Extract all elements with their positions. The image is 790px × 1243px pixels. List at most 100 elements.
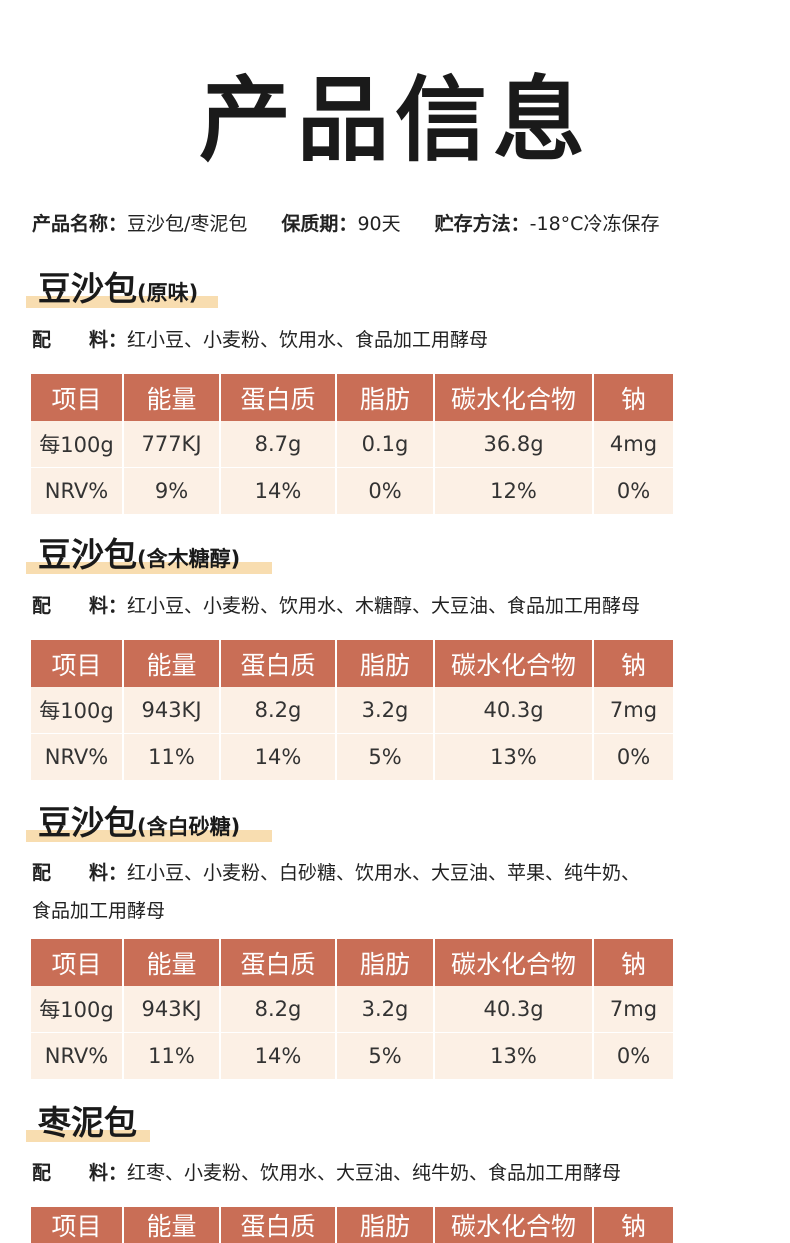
table-cell: NRV% [31, 1032, 124, 1079]
ingredients-sugar: 配料：红小豆、小麦粉、白砂糖、饮用水、大豆油、苹果、纯牛奶、 食品加工用酵母 [32, 854, 752, 930]
ingredients-label: 配料： [32, 1162, 128, 1184]
table-row: NRV% 9% 14% 0% 12% 0% [31, 467, 673, 514]
table-cell: 7mg [593, 986, 673, 1033]
product-info-row: 产品名称：豆沙包/枣泥包 保质期：90天 贮存方法：-18°C冷冻保存 [32, 208, 659, 240]
table-row: NRV% 11% 14% 5% 13% 0% [31, 1032, 673, 1079]
ingredients-text: 红枣、小麦粉、饮用水、大豆油、纯牛奶、食品加工用酵母 [127, 1162, 622, 1184]
storage-value: -18°C冷冻保存 [529, 213, 660, 235]
table-cell: 5% [336, 1032, 435, 1079]
table-cell: 777KJ [123, 421, 221, 468]
ingredients-text-line2: 食品加工用酵母 [32, 900, 166, 922]
page-title: 产品信息 [198, 67, 591, 174]
table-cell: 5% [336, 733, 435, 780]
header-carbs: 碳水化合物 [434, 374, 594, 421]
header-sodium: 钠 [593, 640, 673, 687]
ingredients-text: 红小豆、小麦粉、饮用水、食品加工用酵母 [127, 329, 489, 351]
header-energy: 能量 [123, 640, 221, 687]
nutrition-table-jujube: 项目 能量 蛋白质 脂肪 碳水化合物 钠 [31, 1207, 673, 1243]
header-carbs: 碳水化合物 [434, 939, 594, 986]
header-energy: 能量 [123, 1207, 221, 1243]
table-cell: 40.3g [434, 687, 594, 734]
table-row: 每100g 777KJ 8.7g 0.1g 36.8g 4mg [31, 421, 673, 468]
section-heading-xylitol: 豆沙包(含木糖醇) [26, 528, 272, 576]
table-cell: 0.1g [336, 421, 435, 468]
table-cell: 每100g [31, 421, 124, 468]
section-name: 豆沙包 [38, 803, 137, 842]
table-cell: 14% [220, 1032, 337, 1079]
section-name: 枣泥包 [38, 1103, 137, 1142]
table-cell: 13% [434, 1032, 594, 1079]
header-protein: 蛋白质 [220, 1207, 337, 1243]
header-sodium: 钠 [593, 1207, 673, 1243]
table-cell: 0% [593, 467, 673, 514]
shelf-life-value: 90天 [357, 213, 401, 235]
table-cell: 14% [220, 733, 337, 780]
table-header-row: 项目 能量 蛋白质 脂肪 碳水化合物 钠 [31, 374, 673, 421]
header-item: 项目 [31, 1207, 124, 1243]
section-heading-sugar: 豆沙包(含白砂糖) [26, 796, 272, 844]
section-variant: (原味) [137, 281, 199, 305]
table-cell: 36.8g [434, 421, 594, 468]
table-header-row: 项目 能量 蛋白质 脂肪 碳水化合物 钠 [31, 640, 673, 687]
table-cell: NRV% [31, 733, 124, 780]
header-protein: 蛋白质 [220, 939, 337, 986]
table-cell: 14% [220, 467, 337, 514]
ingredients-label: 配料： [32, 329, 128, 351]
table-row: NRV% 11% 14% 5% 13% 0% [31, 733, 673, 780]
table-cell: 0% [336, 467, 435, 514]
header-fat: 脂肪 [336, 374, 435, 421]
header-fat: 脂肪 [336, 640, 435, 687]
header-protein: 蛋白质 [220, 640, 337, 687]
section-variant: (含木糖醇) [137, 547, 241, 571]
header-protein: 蛋白质 [220, 374, 337, 421]
table-cell: 9% [123, 467, 221, 514]
product-name-value: 豆沙包/枣泥包 [127, 213, 248, 235]
section-variant: (含白砂糖) [137, 815, 241, 839]
header-carbs: 碳水化合物 [434, 640, 594, 687]
table-cell: 每100g [31, 986, 124, 1033]
ingredients-jujube: 配料：红枣、小麦粉、饮用水、大豆油、纯牛奶、食品加工用酵母 [32, 1154, 752, 1192]
table-cell: 3.2g [336, 687, 435, 734]
table-cell: 每100g [31, 687, 124, 734]
table-cell: 3.2g [336, 986, 435, 1033]
table-cell: NRV% [31, 467, 124, 514]
table-cell: 8.2g [220, 986, 337, 1033]
header-energy: 能量 [123, 374, 221, 421]
ingredients-label: 配料： [32, 862, 128, 884]
product-name-label: 产品名称： [32, 213, 128, 235]
table-cell: 8.2g [220, 687, 337, 734]
table-header-row: 项目 能量 蛋白质 脂肪 碳水化合物 钠 [31, 939, 673, 986]
header-carbs: 碳水化合物 [434, 1207, 594, 1243]
table-cell: 11% [123, 1032, 221, 1079]
section-heading-original: 豆沙包(原味) [26, 262, 218, 310]
table-row: 每100g 943KJ 8.2g 3.2g 40.3g 7mg [31, 986, 673, 1033]
storage-label: 贮存方法： [434, 213, 530, 235]
ingredients-text: 红小豆、小麦粉、饮用水、木糖醇、大豆油、食品加工用酵母 [127, 595, 641, 617]
ingredients-xylitol: 配料：红小豆、小麦粉、饮用水、木糖醇、大豆油、食品加工用酵母 [32, 587, 752, 625]
header-sodium: 钠 [593, 374, 673, 421]
table-cell: 40.3g [434, 986, 594, 1033]
header-fat: 脂肪 [336, 939, 435, 986]
table-row: 每100g 943KJ 8.2g 3.2g 40.3g 7mg [31, 687, 673, 734]
table-cell: 943KJ [123, 986, 221, 1033]
table-cell: 0% [593, 733, 673, 780]
table-cell: 4mg [593, 421, 673, 468]
shelf-life-label: 保质期： [281, 213, 358, 235]
table-cell: 7mg [593, 687, 673, 734]
header-item: 项目 [31, 374, 124, 421]
table-cell: 13% [434, 733, 594, 780]
nutrition-table-original: 项目 能量 蛋白质 脂肪 碳水化合物 钠 每100g 777KJ 8.7g 0.… [31, 374, 673, 514]
table-cell: 0% [593, 1032, 673, 1079]
table-cell: 8.7g [220, 421, 337, 468]
ingredients-original: 配料：红小豆、小麦粉、饮用水、食品加工用酵母 [32, 321, 752, 359]
table-cell: 12% [434, 467, 594, 514]
header-sodium: 钠 [593, 939, 673, 986]
ingredients-label: 配料： [32, 595, 128, 617]
section-name: 豆沙包 [38, 269, 137, 308]
header-fat: 脂肪 [336, 1207, 435, 1243]
header-item: 项目 [31, 640, 124, 687]
nutrition-table-xylitol: 项目 能量 蛋白质 脂肪 碳水化合物 钠 每100g 943KJ 8.2g 3.… [31, 640, 673, 780]
header-item: 项目 [31, 939, 124, 986]
table-cell: 11% [123, 733, 221, 780]
nutrition-table-sugar: 项目 能量 蛋白质 脂肪 碳水化合物 钠 每100g 943KJ 8.2g 3.… [31, 939, 673, 1079]
